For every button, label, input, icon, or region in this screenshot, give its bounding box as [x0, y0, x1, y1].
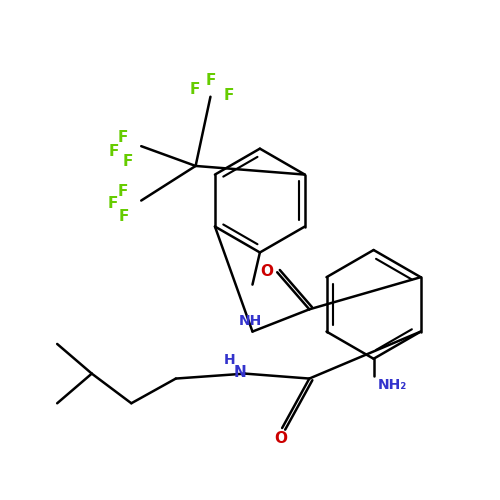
Text: NH: NH: [238, 314, 262, 328]
Text: H: H: [224, 353, 235, 367]
Text: F: F: [118, 209, 129, 224]
Text: F: F: [224, 88, 234, 103]
Text: O: O: [260, 264, 273, 279]
Text: O: O: [274, 432, 287, 446]
Text: NH₂: NH₂: [378, 378, 407, 392]
Text: F: F: [117, 184, 128, 199]
Text: F: F: [206, 74, 216, 88]
Text: F: F: [190, 82, 200, 97]
Text: F: F: [117, 130, 128, 145]
Text: N: N: [234, 365, 246, 380]
Text: F: F: [108, 196, 118, 210]
Text: F: F: [122, 154, 132, 170]
Text: F: F: [109, 144, 119, 158]
